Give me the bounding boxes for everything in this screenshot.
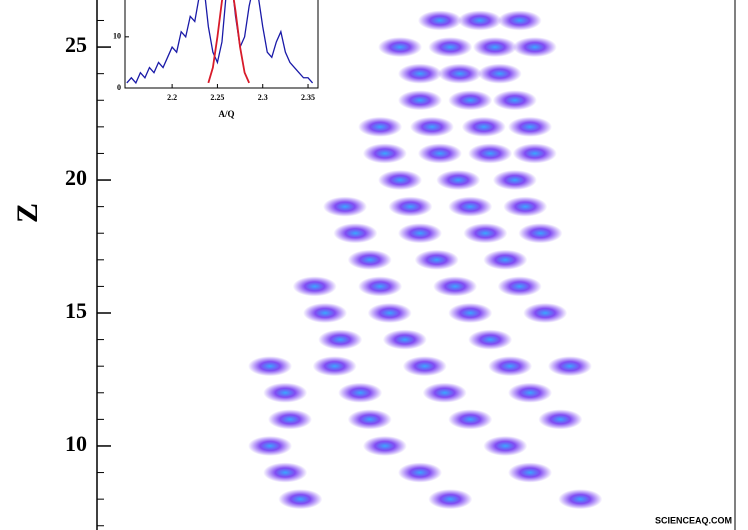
cluster xyxy=(512,37,557,58)
data-points xyxy=(248,10,603,510)
cluster xyxy=(358,276,403,297)
cluster xyxy=(437,63,482,84)
cluster xyxy=(323,196,368,217)
cluster xyxy=(503,196,548,217)
y-axis-label: Z xyxy=(11,203,44,223)
cluster xyxy=(397,63,442,84)
cluster xyxy=(263,382,308,403)
main-plot: 10 15 20 25 Z SCIENCEAQ.COM xyxy=(11,0,736,530)
cluster xyxy=(397,462,442,483)
cluster xyxy=(448,409,493,430)
cluster xyxy=(448,90,493,111)
cluster xyxy=(428,489,473,510)
cluster xyxy=(292,276,337,297)
cluster xyxy=(523,303,568,324)
cluster xyxy=(483,435,528,456)
cluster xyxy=(263,462,308,483)
cluster xyxy=(508,462,553,483)
cluster xyxy=(338,382,383,403)
y-tick-label: 10 xyxy=(113,32,121,41)
cluster xyxy=(367,303,412,324)
x-axis-label: A/Q xyxy=(218,109,234,119)
cluster xyxy=(457,10,502,31)
cluster xyxy=(362,435,407,456)
cluster xyxy=(417,10,462,31)
cluster xyxy=(547,356,592,377)
cluster xyxy=(278,489,323,510)
cluster xyxy=(362,143,407,164)
cluster xyxy=(497,276,542,297)
cluster xyxy=(409,116,454,137)
cluster xyxy=(414,249,459,270)
inset-lines xyxy=(126,0,314,85)
cluster xyxy=(303,303,348,324)
cluster xyxy=(388,196,433,217)
cluster xyxy=(468,143,513,164)
cluster xyxy=(248,435,293,456)
cluster xyxy=(483,249,528,270)
x-tick-label: 2.3 xyxy=(258,93,268,102)
cluster xyxy=(468,329,513,350)
cluster xyxy=(397,90,442,111)
cluster xyxy=(448,196,493,217)
cluster xyxy=(461,116,506,137)
cluster xyxy=(497,10,542,31)
cluster xyxy=(248,356,293,377)
y-tick-label: 25 xyxy=(65,32,87,57)
cluster xyxy=(402,356,447,377)
cluster xyxy=(428,37,473,58)
x-tick-label: 2.2 xyxy=(167,93,177,102)
cluster xyxy=(347,249,392,270)
y-tick-label: 0 xyxy=(117,83,121,92)
cluster xyxy=(397,223,442,244)
cluster xyxy=(492,170,537,191)
cluster xyxy=(508,116,553,137)
y-tick-label: 20 xyxy=(65,165,87,190)
watermark: SCIENCEAQ.COM xyxy=(655,515,732,525)
cluster xyxy=(417,143,462,164)
cluster xyxy=(508,382,553,403)
cluster xyxy=(472,37,517,58)
cluster xyxy=(318,329,363,350)
cluster xyxy=(358,116,403,137)
cluster xyxy=(433,276,478,297)
cluster xyxy=(333,223,378,244)
cluster xyxy=(378,170,423,191)
x-tick-label: 2.35 xyxy=(301,93,315,102)
x-tick-label: 2.25 xyxy=(210,93,224,102)
cluster xyxy=(512,143,557,164)
cluster xyxy=(538,409,583,430)
y-tick-label: 10 xyxy=(65,431,87,456)
inset-plot: 2.2 2.25 2.3 2.35 0 10 A/Q xyxy=(113,0,319,119)
cluster xyxy=(492,90,537,111)
cluster xyxy=(448,303,493,324)
series-line xyxy=(207,0,250,84)
cluster xyxy=(382,329,427,350)
cluster xyxy=(347,409,392,430)
y-tick-label: 15 xyxy=(65,298,87,323)
cluster xyxy=(477,63,522,84)
cluster xyxy=(488,356,533,377)
cluster xyxy=(518,223,563,244)
cluster xyxy=(558,489,603,510)
cluster xyxy=(312,356,357,377)
cluster xyxy=(422,382,467,403)
cluster xyxy=(463,223,508,244)
cluster xyxy=(267,409,312,430)
cluster xyxy=(378,37,423,58)
cluster xyxy=(436,170,481,191)
series-line xyxy=(126,0,314,85)
